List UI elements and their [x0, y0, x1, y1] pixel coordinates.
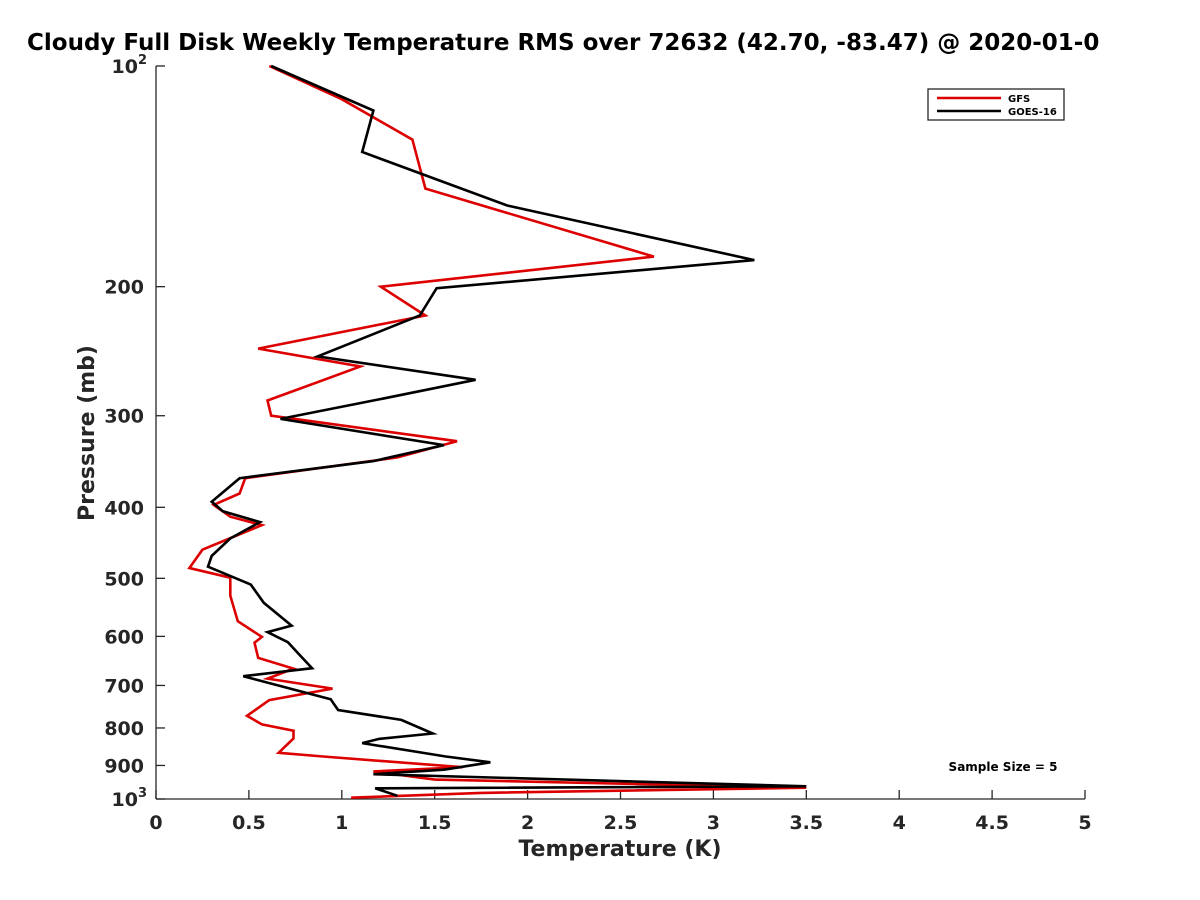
series-line-goes-16 — [206, 64, 807, 798]
legend: GFS GOES-16 — [927, 88, 1065, 121]
y-axis-label: Pressure (mb) — [75, 345, 100, 521]
y-tick-label: 103 — [112, 786, 148, 811]
x-tick-label: 0 — [149, 812, 162, 834]
x-tick-label: 1 — [335, 812, 348, 834]
y-tick-label: 700 — [104, 675, 144, 697]
x-tick-label: 2 — [521, 812, 534, 834]
x-tick-label: 4.5 — [975, 812, 1009, 834]
axes: 0 0.5 1 1.5 2 2.5 3 3.5 4 4.5 5 102 200 300 400 500 600 7… — [104, 53, 1091, 834]
y-tick-label: 400 — [104, 497, 144, 519]
y-tick-label: 200 — [104, 277, 144, 299]
legend-label: GOES-16 — [1008, 107, 1057, 118]
chart-title: Cloudy Full Disk Weekly Temperature RMS … — [27, 30, 1100, 56]
x-tick-label: 4 — [893, 812, 906, 834]
x-axis-label: Temperature (K) — [518, 837, 721, 862]
y-tick-label: 102 — [112, 53, 148, 78]
x-tick-label: 5 — [1078, 812, 1091, 834]
y-tick-label: 800 — [104, 718, 144, 740]
x-tick-label: 2.5 — [604, 812, 638, 834]
x-tick-label: 3 — [707, 812, 720, 834]
y-tick-label: 600 — [104, 626, 144, 648]
x-tick-label: 3.5 — [789, 812, 823, 834]
legend-label: GFS — [1008, 94, 1030, 105]
x-tick-label: 0.5 — [232, 812, 266, 834]
series-layer — [187, 64, 807, 799]
legend-box — [927, 88, 1065, 121]
y-tick-label: 500 — [104, 568, 144, 590]
y-tick-label: 300 — [104, 406, 144, 428]
sample-size-annotation: Sample Size = 5 — [949, 760, 1058, 774]
y-tick-exponent: 3 — [138, 786, 147, 801]
x-tick-label: 1.5 — [418, 812, 452, 834]
y-tick-label: 900 — [104, 755, 144, 777]
y-tick-exponent: 2 — [138, 53, 147, 68]
series-line-gfs — [187, 64, 807, 799]
